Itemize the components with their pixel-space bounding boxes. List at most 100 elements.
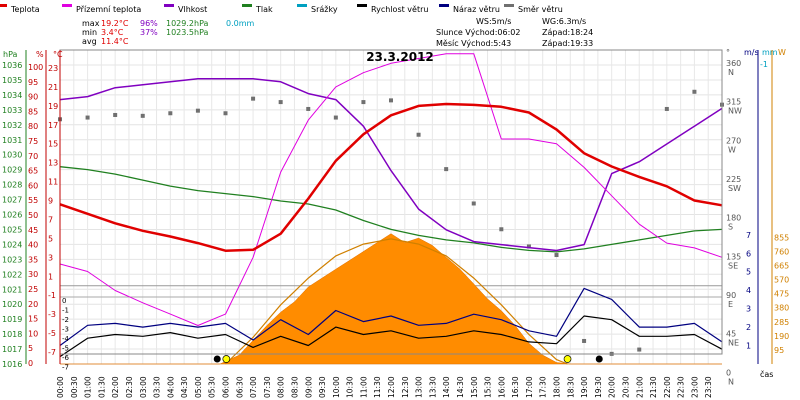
stats-hum: 37% <box>140 28 158 37</box>
pct-tick-label: 50 <box>28 211 38 220</box>
pct-tick-label: 40 <box>28 241 38 250</box>
time-tick-label: 20:00 <box>608 376 617 398</box>
time-tick-label: 02:30 <box>125 376 134 398</box>
time-tick-label: 06:00 <box>222 376 231 398</box>
pct-tick-label: 75 <box>28 137 38 146</box>
dir-tick-label: 135 <box>726 252 741 261</box>
temp-lower-tick-label: -7 <box>62 364 69 372</box>
dir-tick-label: 180 <box>726 214 741 223</box>
time-tick-label: 21:30 <box>649 376 658 398</box>
legend-swatch <box>0 4 7 7</box>
series-line-teplota <box>59 102 723 252</box>
time-tick-label: 04:00 <box>166 376 175 398</box>
dir-tick-compass: W <box>728 145 736 154</box>
temp-tick-label: 23 <box>48 64 58 73</box>
time-tick-label: 18:00 <box>553 376 562 398</box>
dir-tick-label: 225 <box>726 175 741 184</box>
time-tick-label: 08:00 <box>277 376 286 398</box>
hpa-tick-label: 1030 <box>2 151 22 160</box>
info-moon-set: Západ:19:33 <box>542 39 593 48</box>
dir-tick-label: 90 <box>726 291 736 300</box>
w-unit-label: W <box>778 48 786 57</box>
w-tick-label: 665 <box>774 262 789 271</box>
time-tick-label: 00:30 <box>70 376 79 398</box>
legend-entry: Tlak <box>255 5 273 14</box>
stats-temp: 11.4°C <box>101 37 129 46</box>
wind-direction-point <box>554 253 559 258</box>
dir-tick-compass: SE <box>728 261 738 270</box>
wind-direction-point <box>140 113 145 118</box>
w-tick-label: 95 <box>774 346 784 355</box>
hpa-tick-label: 1026 <box>2 211 22 220</box>
ms-tick-label: 7 <box>746 231 751 240</box>
time-tick-label: 01:30 <box>97 376 106 398</box>
wind-direction-point <box>251 96 256 101</box>
stats-label: avg <box>82 37 97 46</box>
wind-direction-point <box>361 100 366 105</box>
pct-unit-label: % <box>36 50 44 59</box>
info-ws: WS:5m/s <box>476 17 511 26</box>
time-unit-label: čas <box>760 369 773 379</box>
pct-tick-label: 85 <box>28 107 38 116</box>
hpa-tick-label: 1036 <box>2 61 22 70</box>
dir-tick-compass: E <box>728 300 733 309</box>
wind-direction-point <box>113 112 118 117</box>
time-tick-label: 10:30 <box>346 376 355 398</box>
stats-label: max <box>82 19 100 28</box>
info-sun: Slunce Východ:06:02 <box>436 28 521 37</box>
temp-lower-tick-label: -1 <box>62 307 69 315</box>
stats-block: max 19.2°C 96% 1029.2hPa 0.0mm min 3.4°C 37% 102… <box>82 19 255 46</box>
time-axis: 00:00 00:30 01:00 01:30 02:00 02:30 03:00 03:30… <box>56 369 773 398</box>
hpa-tick-label: 1027 <box>2 196 22 205</box>
stats-rain: 0.0mm <box>226 19 255 28</box>
legend-entry: Srážky <box>311 5 338 14</box>
time-tick-label: 01:00 <box>84 376 93 398</box>
legend: Teplota Přízemní teplota Vlhkost Tlak Srážky… <box>0 4 563 14</box>
pct-tick-label: 20 <box>28 300 38 309</box>
w-tick-label: 285 <box>774 318 789 327</box>
hpa-tick-label: 1023 <box>2 255 22 264</box>
pct-tick-label: 25 <box>28 285 38 294</box>
series-line-vlhkost <box>59 78 723 252</box>
hpa-tick-label: 1032 <box>2 121 22 130</box>
time-tick-label: 12:30 <box>401 376 410 398</box>
wind-direction-point <box>85 115 90 120</box>
hpa-tick-label: 1021 <box>2 285 22 294</box>
series-line-n-raz-v-tru <box>59 287 723 346</box>
wind-direction-point <box>692 89 697 94</box>
legend-swatch <box>242 4 252 7</box>
dir-tick-label: 315 <box>726 98 741 107</box>
wind-direction-point <box>416 132 421 137</box>
temp-tick-label: 9 <box>48 197 53 206</box>
legend-swatch <box>439 4 449 7</box>
series-line-rychlost-v-tru <box>59 315 723 358</box>
wind-direction-point <box>333 115 338 120</box>
time-tick-label: 23:00 <box>690 376 699 398</box>
pct-tick-label: 80 <box>28 122 38 131</box>
time-tick-label: 11:00 <box>359 376 368 398</box>
w-tick-label: 380 <box>774 304 789 313</box>
time-tick-label: 06:30 <box>235 376 244 398</box>
temp-tick-label: 11 <box>48 178 58 187</box>
time-tick-label: 22:30 <box>677 376 686 398</box>
hpa-tick-label: 1031 <box>2 136 22 145</box>
ms-tick-label: 1 <box>746 342 751 351</box>
temp-tick-label: -3 <box>48 310 56 319</box>
hpa-tick-label: 1029 <box>2 166 22 175</box>
pct-tick-label: 15 <box>28 315 38 324</box>
time-tick-label: 18:30 <box>566 376 575 398</box>
pct-tick-label: 5 <box>28 344 33 353</box>
w-tick-label: 475 <box>774 290 789 299</box>
ms-unit-label: m/s <box>744 48 759 57</box>
temp-tick-label: 19 <box>48 102 58 111</box>
pct-tick-label: 30 <box>28 270 38 279</box>
time-tick-label: 00:00 <box>56 376 65 398</box>
temp-lower-tick-label: -2 <box>62 316 69 324</box>
hpa-tick-label: 1019 <box>2 315 22 324</box>
temp-tick-label: 13 <box>48 159 58 168</box>
dir-tick-compass: N <box>728 377 734 386</box>
time-tick-label: 14:30 <box>456 376 465 398</box>
ms-tick-label: 3 <box>746 305 751 314</box>
dir-tick-label: 45 <box>726 330 736 339</box>
